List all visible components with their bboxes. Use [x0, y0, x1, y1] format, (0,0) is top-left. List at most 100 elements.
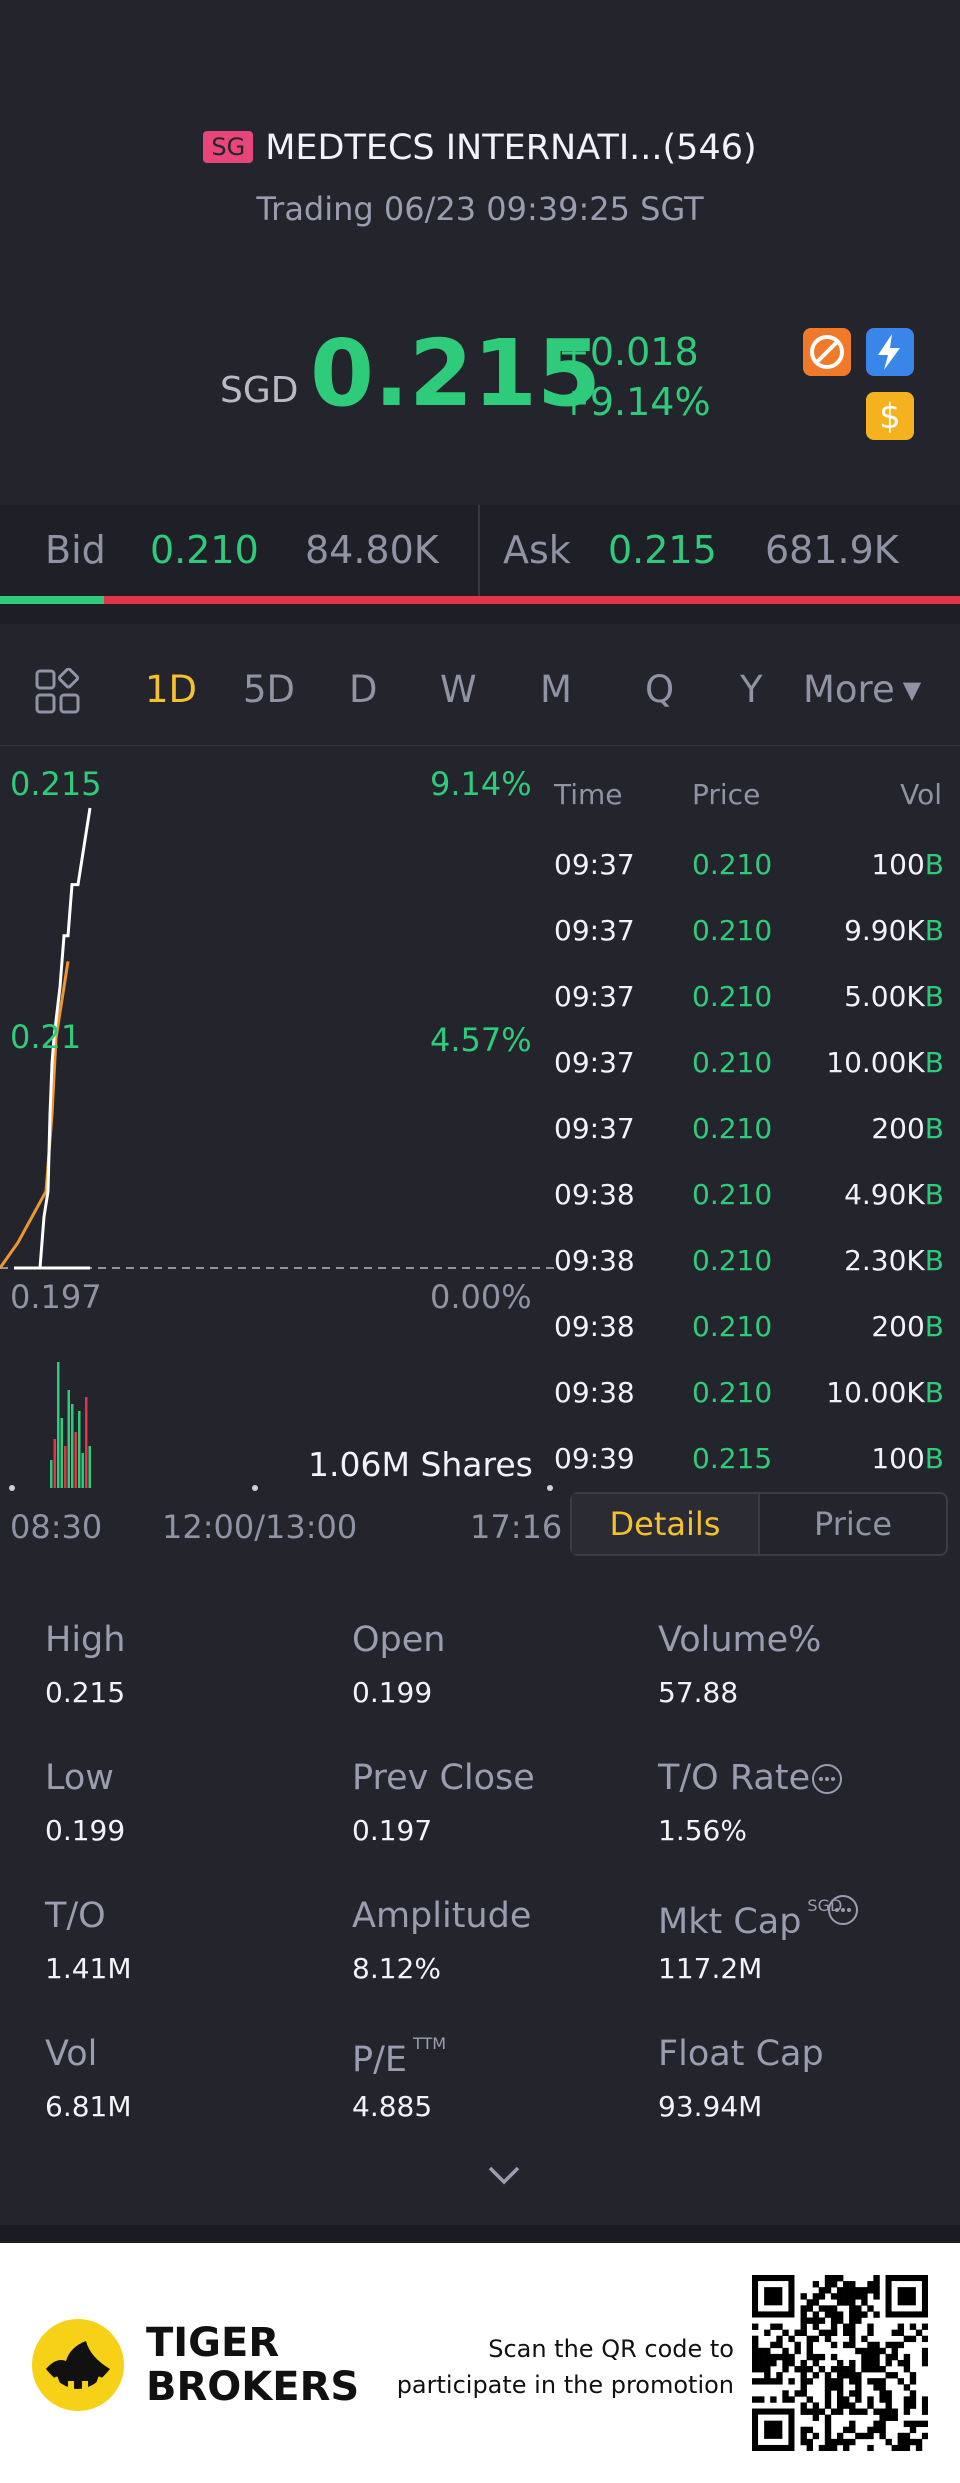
pct-label-base: 0.00%: [430, 1278, 532, 1316]
volume-bar: [67, 1390, 70, 1488]
trade-price: 0.210: [692, 1112, 773, 1145]
bid-ask-divider: [478, 505, 480, 600]
stat-low-label: Low: [45, 1758, 114, 1798]
trade-time: 09:38: [554, 1244, 635, 1277]
trade-row: 09:38 0.210 10.00KB: [554, 1376, 944, 1442]
pct-label-mid: 4.57%: [430, 1021, 532, 1059]
tab-5d[interactable]: 5D: [243, 668, 296, 711]
trade-side: B: [924, 1112, 944, 1145]
tab-more-label: More: [803, 668, 895, 711]
tab-more[interactable]: More ▼: [803, 668, 921, 711]
to-rate-info-icon[interactable]: [810, 1762, 844, 1800]
trade-row: 09:38 0.210 200B: [554, 1310, 944, 1376]
footer-gap: [0, 2225, 960, 2243]
tab-y[interactable]: Y: [740, 668, 763, 711]
trade-price: 0.210: [692, 980, 773, 1013]
stat-pe-value: 4.885: [352, 2090, 433, 2123]
brand-line-2: BROKERS: [146, 2364, 360, 2410]
stat-open-label: Open: [352, 1620, 446, 1660]
trade-time: 09:38: [554, 1310, 635, 1343]
stat-to-rate-label: T/O Rate: [658, 1758, 811, 1798]
y-label-base: 0.197: [10, 1278, 102, 1316]
trade-vol: 200B: [871, 1310, 944, 1343]
col-price: Price: [692, 778, 761, 811]
trade-vol: 100B: [871, 848, 944, 881]
expand-chevron-icon[interactable]: [484, 2160, 524, 2194]
intraday-chart[interactable]: [0, 760, 555, 1500]
trade-time: 09:37: [554, 848, 635, 881]
stat-float-cap-value: 93.94M: [658, 2090, 763, 2123]
volume-bar: [60, 1418, 63, 1488]
tab-q[interactable]: Q: [645, 668, 675, 711]
stat-float-cap-label: Float Cap: [658, 2034, 824, 2074]
col-vol: Vol: [900, 778, 942, 811]
grid-icon[interactable]: [34, 667, 82, 716]
market-badge: SG: [203, 131, 254, 163]
axis-dot-end: [547, 1485, 553, 1491]
trade-price: 0.210: [692, 1178, 773, 1211]
ask-size: 681.9K: [765, 528, 899, 572]
trade-price: 0.215: [692, 1442, 773, 1475]
trade-price: 0.210: [692, 848, 773, 881]
trade-side: B: [924, 914, 944, 947]
trading-status: Trading 06/23 09:39:25 SGT: [256, 190, 704, 228]
ask-label: Ask: [503, 528, 571, 572]
trade-row: 09:37 0.210 200B: [554, 1112, 944, 1178]
lightning-icon[interactable]: [866, 328, 914, 376]
brand-name: TIGER BROKERS: [146, 2321, 359, 2409]
pe-text: P/E: [352, 2040, 408, 2080]
bid-ask-bar: [0, 505, 960, 600]
currency-label: SGD: [220, 370, 299, 411]
axis-dot-start: [9, 1485, 15, 1491]
no-short-icon[interactable]: [803, 328, 851, 376]
trade-vol: 10.00KB: [826, 1046, 944, 1079]
col-time: Time: [554, 778, 623, 811]
list-toggle: Details Price: [570, 1492, 948, 1556]
trade-time: 09:38: [554, 1178, 635, 1211]
details-tab[interactable]: Details: [572, 1494, 760, 1554]
volume-bar: [81, 1453, 84, 1488]
tab-d[interactable]: D: [349, 668, 378, 711]
mkt-cap-text: Mkt Cap: [658, 1902, 802, 1942]
tab-w[interactable]: W: [440, 668, 477, 711]
volume-bar: [74, 1432, 77, 1488]
tab-1d[interactable]: 1D: [145, 668, 198, 711]
promo-line-1: Scan the QR code to: [488, 2335, 734, 2363]
tiger-logo-icon: [30, 2317, 126, 2417]
price-tab[interactable]: Price: [813, 1505, 893, 1543]
mkt-cap-info-icon[interactable]: [826, 1893, 860, 1931]
stat-prev-close-label: Prev Close: [352, 1758, 535, 1798]
promo-text: Scan the QR code to participate in the p…: [397, 2331, 734, 2403]
x-label-lunch: 12:00/13:00: [162, 1508, 358, 1546]
stat-to-value: 1.41M: [45, 1952, 132, 1985]
stat-volume-pct-label: Volume%: [658, 1620, 822, 1660]
dollar-icon[interactable]: $: [866, 392, 914, 440]
trade-side: B: [924, 1244, 944, 1277]
caret-down-icon: ▼: [902, 676, 922, 704]
y-label-mid: 0.21: [10, 1018, 82, 1056]
avg-price-line: [0, 961, 70, 1269]
price-change-pct: +9.14%: [558, 380, 711, 424]
trade-side: B: [924, 1046, 944, 1079]
pct-label-top: 9.14%: [430, 765, 532, 803]
promo-line-2: participate in the promotion: [396, 2371, 734, 2399]
ask-volume-bar: [104, 596, 960, 604]
trade-price: 0.210: [692, 914, 773, 947]
section-gap: [0, 604, 960, 624]
stock-name: MEDTECS INTERNATI...(546): [265, 128, 757, 168]
volume-shares: 1.06M Shares: [308, 1445, 533, 1484]
tabs-divider: [0, 745, 960, 746]
tab-m[interactable]: M: [540, 668, 572, 711]
stock-title: SG MEDTECS INTERNATI...(546): [0, 128, 960, 168]
trade-vol: 10.00KB: [826, 1376, 944, 1409]
qr-code[interactable]: [752, 2275, 928, 2451]
x-label-close: 17:16: [470, 1508, 563, 1546]
stat-low-value: 0.199: [45, 1814, 126, 1847]
trade-row: 09:39 0.215 100B: [554, 1442, 944, 1508]
promo-footer: TIGER BROKERS Scan the QR code to partic…: [0, 2243, 960, 2483]
trade-price: 0.210: [692, 1244, 773, 1277]
volume-bar: [71, 1404, 74, 1488]
trade-vol: 200B: [871, 1112, 944, 1145]
stat-vol-label: Vol: [45, 2034, 98, 2074]
bid-price: 0.210: [150, 528, 259, 572]
